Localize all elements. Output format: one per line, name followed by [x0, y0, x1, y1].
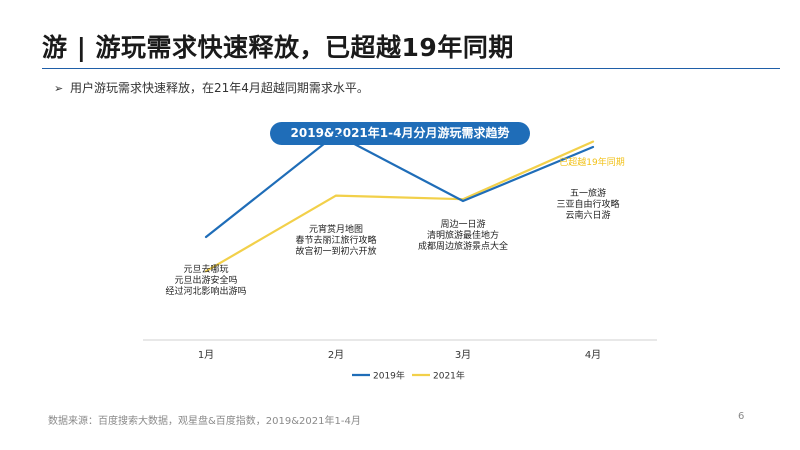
chart-title-badge: 2019&2021年1-4月分月游玩需求趋势 — [270, 122, 530, 145]
annotation-1-line-2: 元旦出游安全吗 — [174, 274, 237, 286]
legend-label-2021年: 2021年 — [433, 370, 465, 382]
summary-bullet: ➢ 用户游玩需求快速释放，在21年4月超越同期需求水平。 — [54, 79, 369, 96]
annotation-2-line-3: 故宫初一到初六开放 — [295, 245, 376, 257]
arrow-bullet-icon: ➢ — [54, 82, 64, 95]
x-tick-label-3: 3月 — [455, 349, 471, 361]
annotation-4-line-2: 三亚自由行攻略 — [556, 198, 619, 210]
page-title: 游 | 游玩需求快速释放，已超越19年同期 — [42, 33, 514, 62]
annotation-3-line-2: 清明旅游最佳地方 — [427, 229, 499, 241]
series-line-2019年 — [204, 133, 595, 239]
highlight-label: 已超越19年同期 — [559, 156, 624, 168]
annotation-1-line-3: 经过河北影响出游吗 — [165, 285, 246, 297]
annotation-1-line-1: 元旦去哪玩 — [183, 263, 228, 275]
annotation-2-line-1: 元宵赏月地图 — [309, 223, 363, 235]
title-divider — [42, 68, 780, 69]
annotation-2-line-2: 春节去丽江旅行攻略 — [295, 234, 376, 246]
annotation-3-line-3: 成都周边旅游景点大全 — [418, 240, 508, 252]
legend-label-2019年: 2019年 — [373, 370, 405, 382]
annotation-4-line-3: 云南六日游 — [565, 209, 610, 221]
annotation-3-line-1: 周边一日游 — [440, 218, 485, 230]
x-tick-label-2: 2月 — [328, 349, 344, 361]
page-number: 6 — [738, 411, 745, 422]
x-tick-label-4: 4月 — [585, 349, 601, 361]
summary-text: 用户游玩需求快速释放，在21年4月超越同期需求水平。 — [70, 81, 369, 95]
annotation-4-line-1: 五一旅游 — [570, 187, 606, 199]
series-line-2021年 — [204, 140, 595, 273]
data-source-note: 数据来源：百度搜索大数据，观星盘&百度指数，2019&2021年1-4月 — [48, 416, 361, 427]
x-tick-label-1: 1月 — [198, 349, 214, 361]
